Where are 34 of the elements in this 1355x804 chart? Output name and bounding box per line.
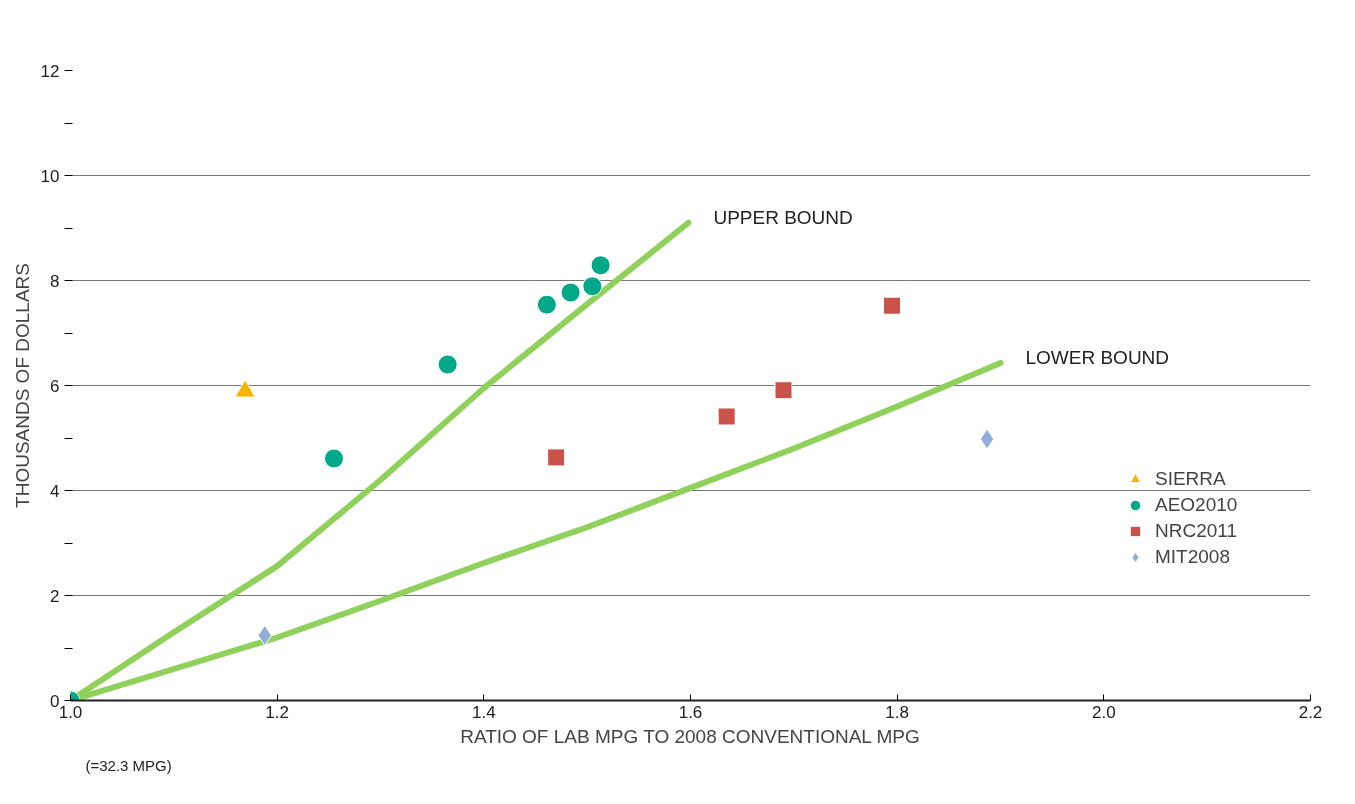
point [717, 407, 736, 426]
text: (=32.3 MPG) [85, 756, 172, 774]
point [560, 282, 581, 303]
y-tick-label: 8 [50, 271, 60, 291]
point [536, 294, 557, 315]
point [590, 255, 611, 276]
legend-label: NRC2011 [1155, 520, 1238, 542]
y-tick-label: 2 [50, 586, 60, 606]
x-tick-label: 1.6 [678, 702, 703, 722]
x-tick-label: 1.8 [885, 702, 909, 722]
point [979, 428, 995, 450]
x-tick-label: 2.2 [1298, 702, 1323, 722]
point [774, 381, 793, 400]
y-tick-label: 4 [50, 481, 60, 501]
x-axis-title: RATIO OF LAB MPG TO 2008 CONVENTIONAL MPG [460, 725, 920, 747]
x-tick-label: 2.0 [1092, 702, 1116, 722]
point [437, 354, 458, 375]
series-label: LOWER BOUND [1025, 346, 1170, 368]
point [547, 448, 566, 467]
y-tick-label: 12 [40, 61, 60, 81]
point [324, 448, 344, 469]
legend-label: SIERRA [1155, 468, 1226, 490]
y-axis-title: THOUSANDS OF DOLLARS [11, 263, 33, 508]
point [883, 296, 901, 315]
legend-label: MIT2008 [1155, 546, 1230, 568]
point [582, 276, 603, 297]
y-tick-label: 10 [40, 166, 60, 186]
legend-label: AEO2010 [1155, 494, 1238, 516]
series-label: UPPER BOUND [713, 206, 853, 228]
y-tick-label: 6 [50, 376, 60, 396]
x-tick-label: 1.2 [265, 702, 289, 722]
x-tick-label: 1.0 [58, 702, 83, 722]
y-tick-label: 0 [50, 691, 60, 711]
x-tick-label: 1.4 [472, 702, 496, 722]
